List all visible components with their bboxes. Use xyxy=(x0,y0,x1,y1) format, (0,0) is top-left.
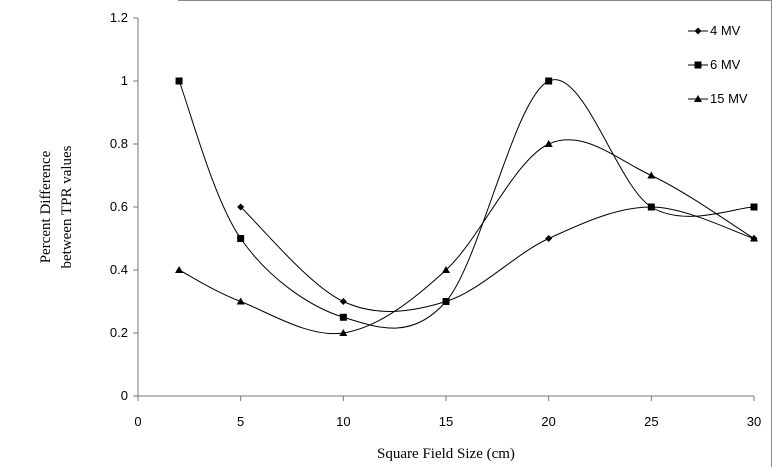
data-point-6-mv xyxy=(647,203,655,211)
y-tick-label: 1 xyxy=(121,73,128,88)
y-tick-label: 0.2 xyxy=(110,325,128,340)
data-point-15-mv xyxy=(442,266,450,273)
plot-area: 0 0.2 0.4 0.6 0.8 1 1.2 0 5 10 15 20 25 30 xyxy=(110,10,761,429)
series-line-6-mv xyxy=(178,79,755,329)
x-tick-label: 20 xyxy=(541,414,555,429)
data-point-15-mv xyxy=(544,140,553,147)
y-tick-label: 0.6 xyxy=(110,199,128,214)
data-point-6-mv xyxy=(339,313,347,321)
y-tick-label: 1.2 xyxy=(110,10,128,25)
data-point-15-mv xyxy=(175,266,184,273)
data-point-6-mv xyxy=(442,298,450,305)
legend-label: 15 MV xyxy=(710,91,748,106)
x-tick-label: 5 xyxy=(237,414,244,429)
legend-marker xyxy=(694,61,702,69)
y-tick-label: 0.8 xyxy=(110,136,128,151)
data-point-6-mv xyxy=(175,77,183,85)
x-tick-label: 10 xyxy=(336,414,350,429)
y-axis-title-line-1: Percent Difference xyxy=(38,150,54,263)
data-point-4-mv xyxy=(545,235,553,242)
data-point-6-mv xyxy=(237,235,245,242)
series-line-15-mv xyxy=(178,139,755,335)
x-tick-label: 30 xyxy=(747,414,761,429)
series-line-4-mv xyxy=(240,206,755,312)
legend-marker xyxy=(694,95,702,102)
data-point-15-mv xyxy=(339,329,348,336)
data-point-4-mv xyxy=(237,203,245,211)
data-point-15-mv xyxy=(236,297,245,305)
data-point-15-mv xyxy=(647,171,656,179)
x-tick-label: 25 xyxy=(644,414,658,429)
legend-label: 6 MV xyxy=(710,57,741,72)
x-axis-title: Square Field Size (cm) xyxy=(377,446,515,462)
y-axis-title-line-2: between TPR values xyxy=(59,145,75,268)
x-tick-label: 15 xyxy=(439,414,453,429)
y-axis-title: Percent Difference between TPR values xyxy=(38,145,75,268)
y-tick-label: 0.4 xyxy=(110,262,128,277)
legend-label: 4 MV xyxy=(710,23,741,38)
data-point-6-mv xyxy=(545,77,553,85)
data-point-6-mv xyxy=(750,203,758,211)
legend-marker xyxy=(694,27,702,35)
x-tick-label: 0 xyxy=(134,414,141,429)
data-point-4-mv xyxy=(339,298,347,305)
data-point-15-mv xyxy=(750,234,758,242)
y-tick-label: 0 xyxy=(121,388,128,403)
legend: 4 MV 6 MV 15 MV xyxy=(688,23,748,106)
